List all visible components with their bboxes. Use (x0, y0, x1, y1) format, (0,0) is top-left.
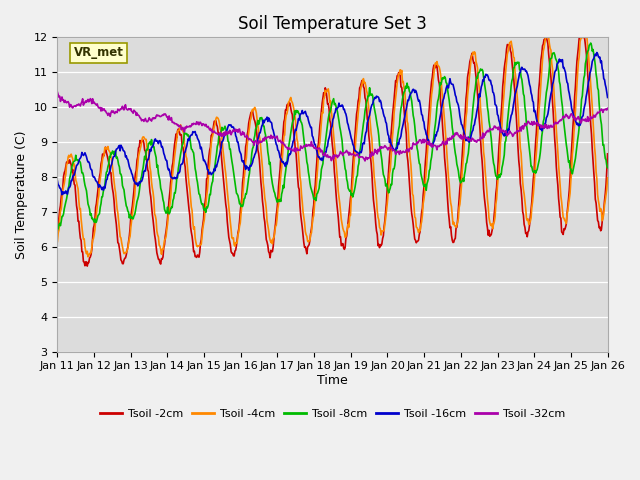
Tsoil -2cm (83, 263, 91, 269)
Tsoil -4cm (400, 85, 408, 91)
Line: Tsoil -8cm: Tsoil -8cm (58, 43, 607, 230)
Tsoil -4cm (604, 175, 611, 181)
Tsoil -16cm (54, 178, 61, 184)
Tsoil -32cm (604, 106, 611, 111)
Tsoil -4cm (543, 35, 550, 40)
Tsoil -8cm (120, 187, 128, 192)
Tsoil -8cm (54, 227, 61, 233)
Tsoil -4cm (54, 239, 61, 244)
Tsoil -32cm (416, 137, 424, 143)
Tsoil -32cm (205, 125, 212, 131)
Tsoil -4cm (121, 251, 129, 256)
Title: Soil Temperature Set 3: Soil Temperature Set 3 (238, 15, 427, 33)
Tsoil -2cm (206, 147, 214, 153)
Line: Tsoil -2cm: Tsoil -2cm (58, 37, 607, 266)
Tsoil -32cm (63, 99, 71, 105)
Tsoil -4cm (206, 160, 214, 166)
Tsoil -16cm (206, 170, 214, 176)
Tsoil -16cm (400, 117, 408, 122)
Tsoil -8cm (415, 161, 423, 167)
Tsoil -8cm (604, 165, 611, 170)
Tsoil -16cm (604, 95, 611, 100)
Tsoil -32cm (120, 107, 128, 113)
Tsoil -4cm (84, 254, 92, 260)
X-axis label: Time: Time (317, 374, 348, 387)
Tsoil -2cm (177, 132, 184, 137)
Tsoil -16cm (177, 162, 184, 168)
Tsoil -4cm (63, 161, 71, 167)
Tsoil -16cm (64, 188, 72, 193)
Tsoil -16cm (121, 149, 129, 155)
Tsoil -16cm (416, 101, 424, 107)
Tsoil -8cm (587, 40, 595, 46)
Tsoil -8cm (399, 92, 407, 98)
Tsoil -8cm (63, 192, 71, 197)
Tsoil -2cm (400, 107, 408, 113)
Tsoil -2cm (63, 159, 71, 165)
Tsoil -32cm (400, 149, 408, 155)
Tsoil -2cm (54, 225, 61, 231)
Tsoil -8cm (176, 156, 184, 162)
Tsoil -2cm (541, 35, 549, 40)
Tsoil -32cm (176, 123, 184, 129)
Tsoil -2cm (604, 151, 611, 156)
Tsoil -4cm (416, 228, 424, 234)
Line: Tsoil -32cm: Tsoil -32cm (58, 92, 607, 161)
Tsoil -32cm (54, 89, 61, 95)
Line: Tsoil -4cm: Tsoil -4cm (58, 37, 607, 257)
Text: VR_met: VR_met (74, 46, 124, 59)
Tsoil -4cm (177, 122, 184, 128)
Legend: Tsoil -2cm, Tsoil -4cm, Tsoil -8cm, Tsoil -16cm, Tsoil -32cm: Tsoil -2cm, Tsoil -4cm, Tsoil -8cm, Tsoi… (96, 404, 569, 423)
Tsoil -2cm (416, 229, 424, 235)
Tsoil -8cm (205, 198, 212, 204)
Tsoil -2cm (121, 255, 129, 261)
Tsoil -16cm (593, 49, 601, 55)
Tsoil -32cm (361, 158, 369, 164)
Line: Tsoil -16cm: Tsoil -16cm (58, 52, 607, 195)
Tsoil -16cm (58, 192, 66, 198)
Y-axis label: Soil Temperature (C): Soil Temperature (C) (15, 130, 28, 259)
